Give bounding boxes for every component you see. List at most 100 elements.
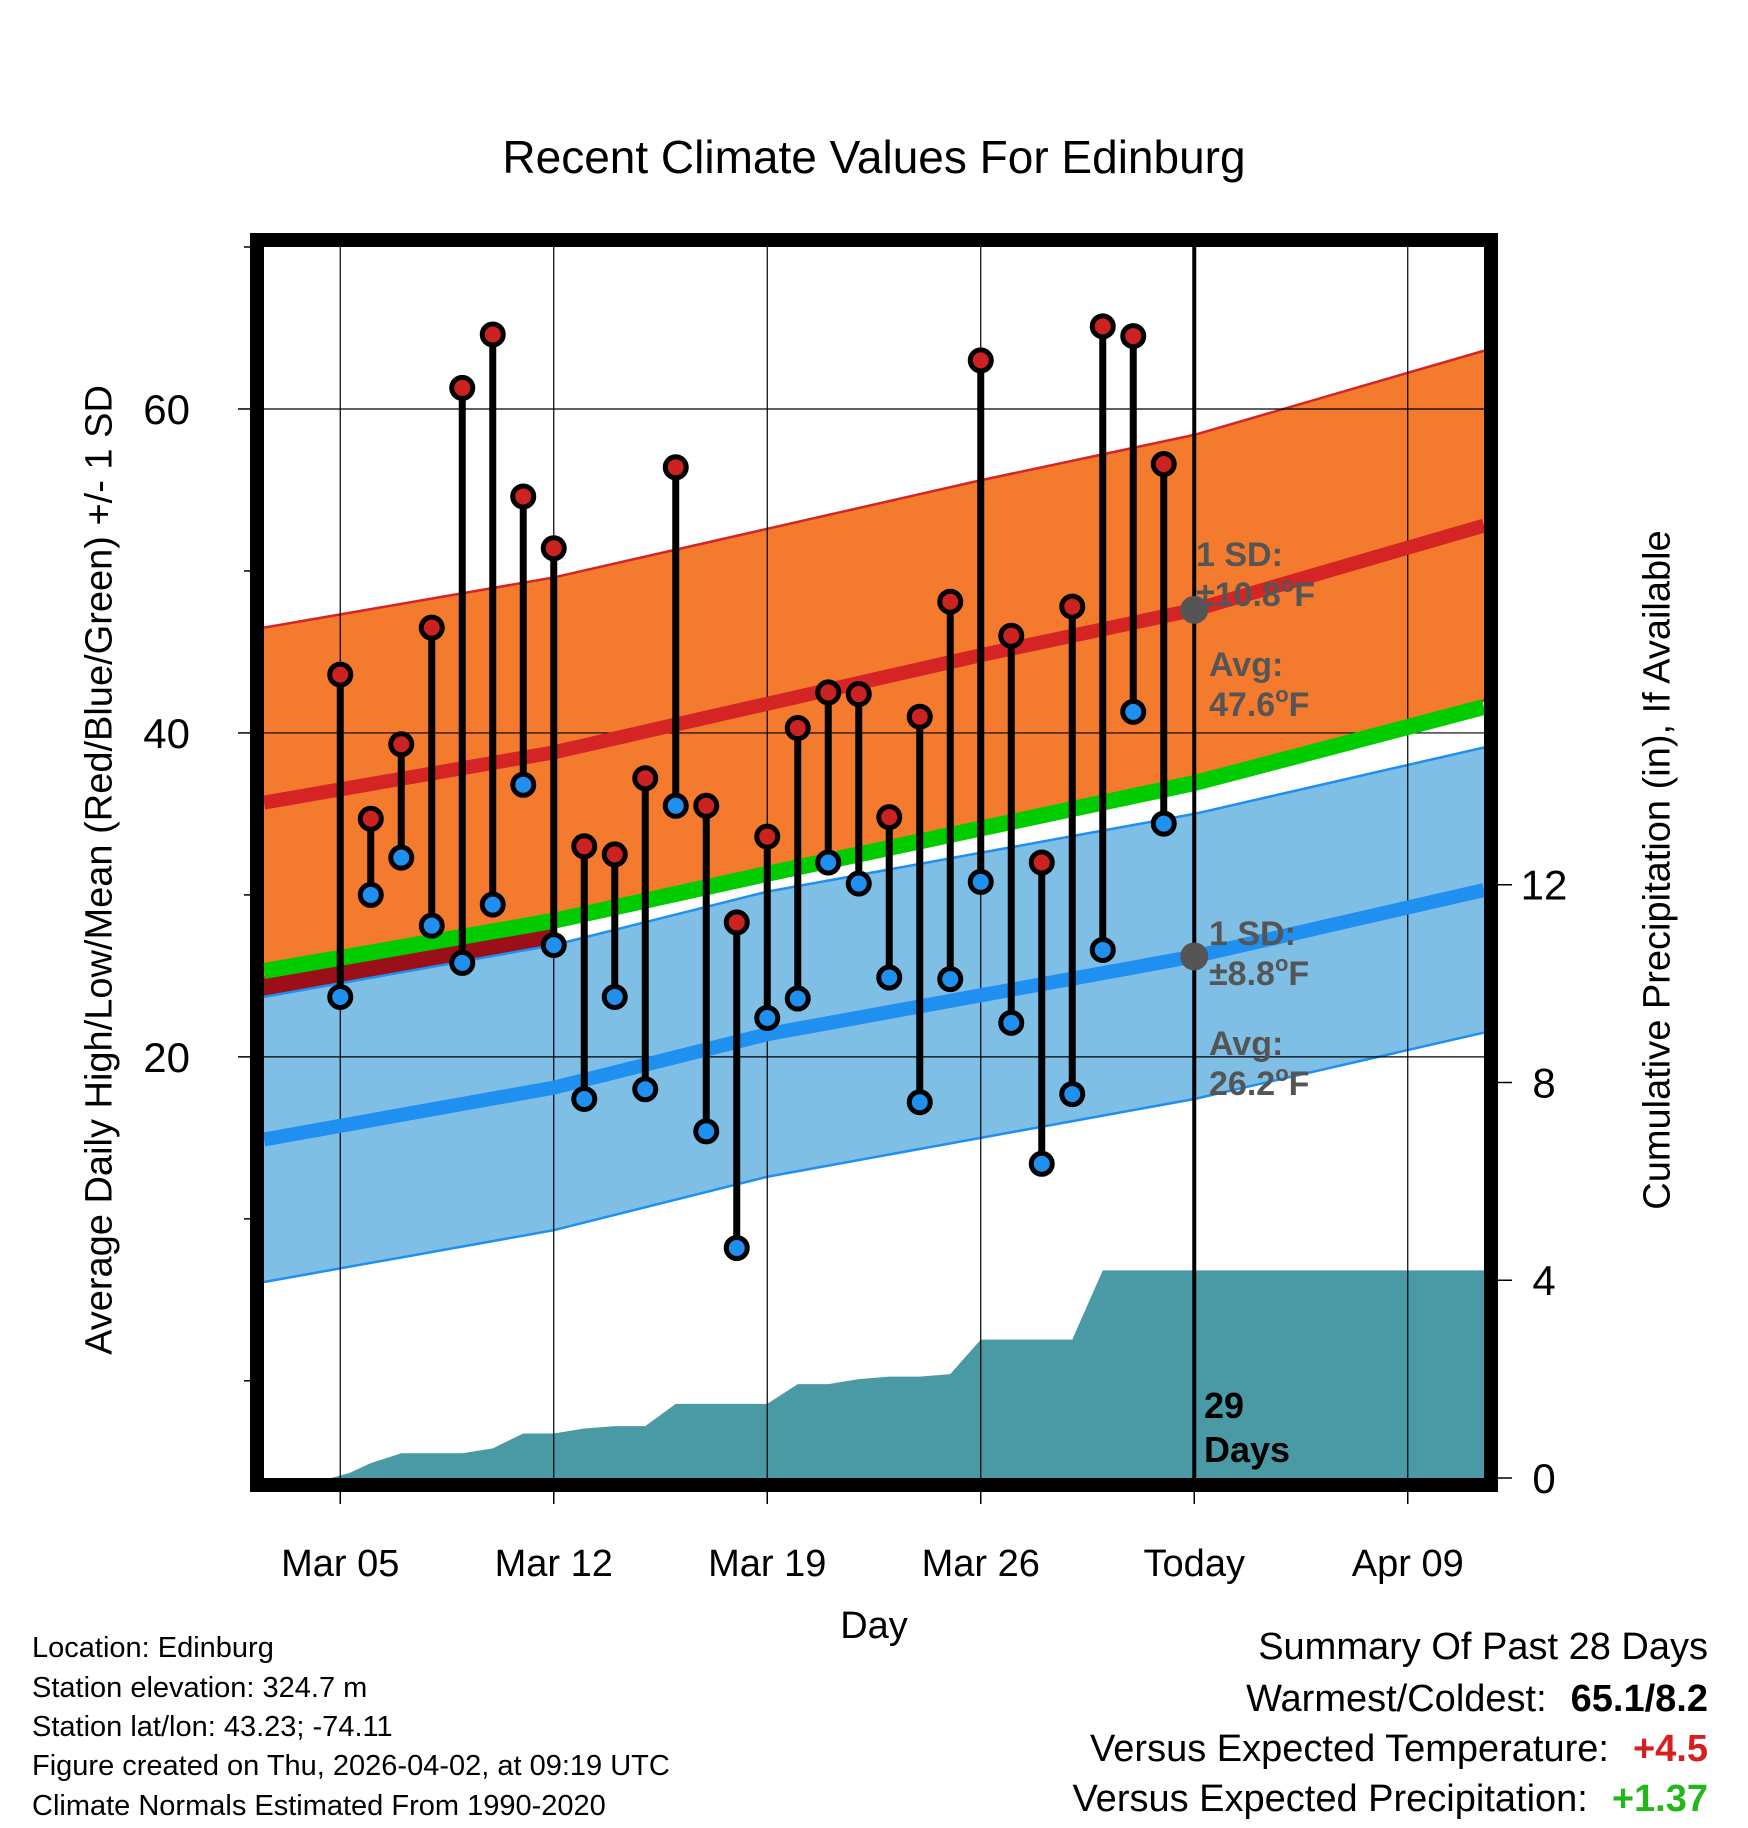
obs-high-point [723, 909, 750, 936]
y-axis-label: Average Daily High/Low/Mean (Red/Blue/Gr… [78, 385, 121, 1355]
y-tick-label: 20 [143, 1034, 190, 1081]
y2-axis-label: Cumulative Precipitation (in), If Availa… [1636, 530, 1679, 1210]
warm-cold-value: 65.1/8.2 [1570, 1678, 1708, 1720]
today-high-avg-marker [1180, 595, 1209, 624]
obs-high-point [784, 715, 811, 742]
high-sd-band [264, 350, 1484, 978]
temp-vs-expected-label: Versus Expected Temperature: [1090, 1728, 1609, 1770]
obs-low-point [540, 932, 567, 959]
obs-high-point [937, 588, 964, 615]
obs-low-point [632, 1076, 659, 1103]
obs-low-point [998, 1009, 1025, 1036]
obs-low-point [845, 870, 872, 897]
obs-high-point [815, 679, 842, 706]
summary-temp: Versus Expected Temperature: +4.5 [1090, 1728, 1708, 1771]
low-avg-annotation: Avg: [1209, 1025, 1283, 1063]
plot-area [264, 247, 1484, 1478]
low-lower-edge [264, 1031, 1484, 1284]
obs-low-point [693, 1118, 720, 1145]
days-label: 29 [1204, 1385, 1244, 1426]
obs-high-point [1089, 313, 1116, 340]
obs-high-point [754, 823, 781, 850]
obs-high-point [571, 833, 598, 860]
obs-high-point [479, 321, 506, 348]
obs-low-point [449, 949, 476, 976]
y2-tick-label: 8 [1532, 1059, 1555, 1106]
obs-high-point [388, 731, 415, 758]
y2-tick-label: 0 [1532, 1455, 1555, 1502]
obs-high-point [1150, 451, 1177, 478]
days-label: Days [1204, 1429, 1290, 1470]
obs-high-point [540, 535, 567, 562]
obs-low-point [723, 1234, 750, 1261]
obs-low-point [571, 1085, 598, 1112]
chart-title: Recent Climate Values For Edinburg [502, 131, 1246, 183]
band-overlap [264, 927, 554, 997]
obs-high-point [693, 792, 720, 819]
obs-low-point [876, 964, 903, 991]
obs-high-point [662, 454, 689, 481]
summary-title: Summary Of Past 28 Days [1258, 1626, 1708, 1668]
y2-tick-label: 12 [1521, 862, 1568, 909]
obs-high-point [510, 483, 537, 510]
x-tick-label: Mar 19 [708, 1543, 826, 1585]
summary-warm-cold: Warmest/Coldest: 65.1/8.2 [1246, 1678, 1708, 1721]
temp-vs-expected-value: +4.5 [1632, 1728, 1708, 1770]
obs-low-point [967, 868, 994, 895]
created-text: Figure created on Thu, 2026-04-02, at 09… [32, 1750, 670, 1782]
precip-vs-expected-value: +1.37 [1611, 1778, 1708, 1820]
x-axis-label: Day [840, 1605, 908, 1647]
normals-text: Climate Normals Estimated From 1990-2020 [32, 1790, 606, 1822]
y-tick-label: 40 [143, 710, 190, 757]
low-sd-annotation: ±8.8oF [1209, 951, 1309, 993]
obs-low-point [1089, 936, 1116, 963]
obs-low-point [601, 983, 628, 1010]
low-sd-annotation: 1 SD: [1209, 915, 1296, 953]
obs-low-point [479, 891, 506, 918]
obs-high-point [601, 841, 628, 868]
obs-low-point [1028, 1150, 1055, 1177]
obs-high-point [1028, 849, 1055, 876]
high-avg-annotation: 47.6oF [1209, 682, 1309, 724]
obs-high-point [357, 805, 384, 832]
obs-high-point [967, 347, 994, 374]
high-sd-annotation: ±10.8oF [1196, 572, 1315, 614]
obs-high-point [1059, 593, 1086, 620]
obs-low-point [754, 1004, 781, 1031]
obs-low-point [784, 985, 811, 1012]
overall-mean-line [264, 699, 1484, 979]
obs-high-point [998, 622, 1025, 649]
high-avg-annotation: Avg: [1209, 646, 1283, 684]
low-upper-edge [264, 746, 1484, 999]
obs-low-point [1120, 698, 1147, 725]
warm-cold-label: Warmest/Coldest: [1246, 1678, 1547, 1720]
x-tick-label: Mar 26 [922, 1543, 1040, 1585]
y-tick-label: 60 [143, 386, 190, 433]
plot-frame [250, 233, 1498, 1492]
high-upper-edge [264, 349, 1484, 629]
x-tick-label: Apr 09 [1352, 1543, 1464, 1585]
obs-low-point [510, 771, 537, 798]
obs-high-point [418, 614, 445, 641]
high-sd-annotation: 1 SD: [1196, 536, 1283, 574]
obs-high-point [845, 681, 872, 708]
low-mean-line [264, 883, 1484, 1147]
today-low-avg-marker [1180, 942, 1209, 971]
location-text: Location: Edinburg [32, 1632, 274, 1664]
obs-high-point [632, 765, 659, 792]
obs-low-point [1059, 1081, 1086, 1108]
obs-low-point [327, 983, 354, 1010]
precipitation-area [331, 1270, 1484, 1478]
obs-low-point [418, 912, 445, 939]
obs-high-point [906, 703, 933, 730]
high-mean-line [264, 518, 1484, 810]
obs-high-point [327, 661, 354, 688]
obs-high-point [1120, 323, 1147, 350]
elevation-text: Station elevation: 324.7 m [32, 1672, 368, 1704]
precip-vs-expected-label: Versus Expected Precipitation: [1072, 1778, 1588, 1820]
obs-high-point [449, 374, 476, 401]
obs-low-point [388, 844, 415, 871]
obs-low-point [1150, 810, 1177, 837]
x-tick-label: Mar 05 [281, 1543, 399, 1585]
latlon-text: Station lat/lon: 43.23; -74.11 [32, 1711, 393, 1743]
